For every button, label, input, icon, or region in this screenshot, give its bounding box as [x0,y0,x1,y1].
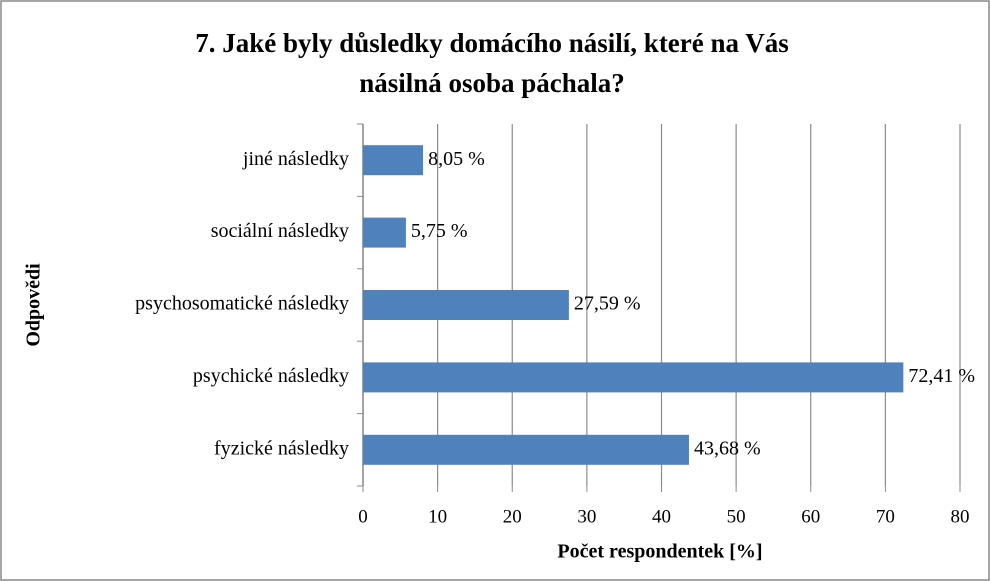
y-tick-label: sociální následky [211,220,349,242]
y-tick-label: psychosomatické následky [135,293,349,315]
bar [363,217,406,248]
bar [363,290,569,320]
x-tick-label: 20 [503,506,522,527]
x-tick-label: 30 [577,506,596,527]
chart-title: 7. Jaké byly důsledky domácího násilí, k… [195,28,789,58]
y-axis-title: Odpovědi [23,263,45,347]
value-label: 8,05 % [428,148,485,170]
bar [363,434,689,465]
x-tick-label: 0 [358,506,368,527]
bar [363,362,904,393]
y-tick-label: fyzické následky [214,437,349,459]
value-label: 43,68 % [694,437,761,459]
x-tick-label: 10 [428,506,447,527]
chart-title: násilná osoba páchala? [359,68,625,98]
value-label: 5,75 % [411,220,468,242]
bar [363,145,424,176]
x-axis-title: Počet respondentek [%] [557,541,762,563]
value-label: 27,59 % [574,293,641,315]
x-tick-label: 60 [801,506,820,527]
y-tick-label: jiné následky [242,148,349,170]
y-tick-label: psychické následky [193,365,349,387]
x-tick-label: 70 [876,506,895,527]
x-tick-label: 50 [727,506,746,527]
x-tick-label: 80 [951,506,970,527]
x-tick-label: 40 [652,506,671,527]
value-label: 72,41 % [908,365,975,387]
